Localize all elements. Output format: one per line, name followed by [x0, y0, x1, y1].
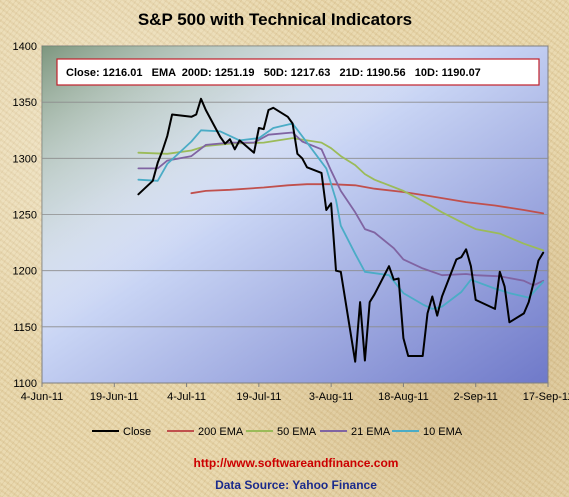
x-tick-label: 17-Sep-11: [523, 391, 569, 403]
y-axis: 1100 1150 1200 1250 1300 1350 1400: [13, 41, 37, 390]
legend-label-ema21: 21 EMA: [351, 426, 391, 438]
x-tick-label: 3-Aug-11: [309, 391, 353, 403]
footer-url[interactable]: http://www.softwareandfinance.com: [194, 456, 399, 470]
stats-box: [56, 58, 540, 86]
legend-label-ema10: 10 EMA: [423, 426, 463, 438]
stats-readout: Close: 1216.01 EMA 200D: 1251.19 50D: 12…: [66, 67, 481, 79]
x-tick-label: 19-Jul-11: [236, 391, 281, 403]
x-tick-label: 19-Jun-11: [90, 391, 139, 403]
y-tick-label: 1300: [13, 153, 37, 165]
chart-title: S&P 500 with Technical Indicators: [138, 10, 412, 29]
legend-label-ema50: 50 EMA: [277, 426, 317, 438]
x-tick-label: 4-Jul-11: [167, 391, 206, 403]
series-line-ema200: [190, 183, 545, 215]
x-tick-label: 4-Jun-11: [21, 391, 64, 403]
y-tick-label: 1200: [13, 266, 37, 278]
y-tick-label: 1250: [13, 210, 37, 222]
series-line-close: [137, 97, 545, 363]
series-line-ema10: [137, 122, 545, 310]
series-layer: [137, 97, 545, 363]
x-tick-label: 18-Aug-11: [378, 391, 429, 403]
x-axis: 4-Jun-11 19-Jun-11 4-Jul-11 19-Jul-11 3-Aug-…: [21, 383, 569, 403]
series-line-ema50: [137, 137, 545, 252]
grid: [42, 101, 548, 328]
y-tick-label: 1350: [13, 97, 37, 109]
y-tick-label: 1100: [13, 378, 37, 390]
y-tick-label: 1150: [13, 322, 37, 334]
series-line-ema21: [137, 131, 545, 287]
footer-source: Data Source: Yahoo Finance: [215, 478, 377, 492]
x-tick-label: 2-Sep-11: [453, 391, 497, 403]
y-tick-label: 1400: [13, 41, 37, 53]
legend-label-close: Close: [123, 426, 151, 438]
legend: Close 200 EMA 50 EMA 21 EMA 10 EMA: [92, 426, 463, 438]
legend-label-ema200: 200 EMA: [198, 426, 244, 438]
